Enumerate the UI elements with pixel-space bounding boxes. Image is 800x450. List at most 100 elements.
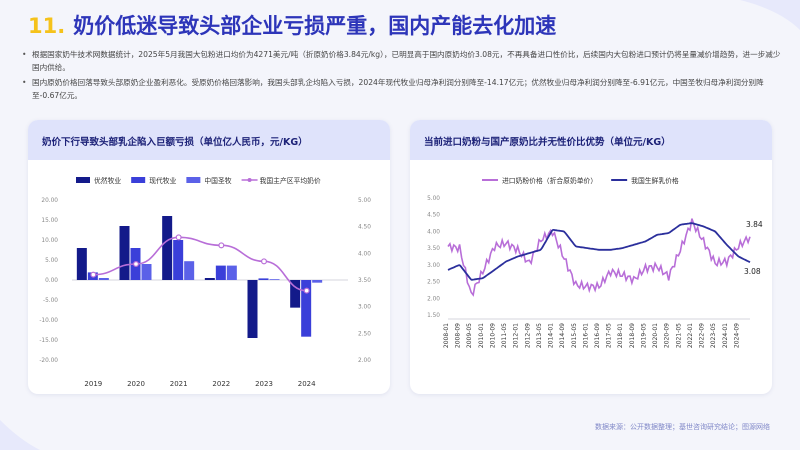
series-line-import-milk-powder <box>447 218 751 297</box>
y-tick-label: 1.50 <box>427 313 440 319</box>
x-tick-label: 2016-01 <box>582 323 589 348</box>
y2-tick-label: 4.50 <box>358 225 371 231</box>
legend-label: 现代牧业 <box>149 176 176 185</box>
x-tick-label: 2021 <box>170 380 188 388</box>
annotation-domestic-price: 3.08 <box>744 267 761 276</box>
y-tick-label: 4.00 <box>427 229 440 235</box>
page-title: 11. 奶价低迷导致头部企业亏损严重，国内产能去化加速 <box>28 10 556 40</box>
bar-中国圣牧 <box>269 279 280 280</box>
x-tick-label: 2018-01 <box>617 323 624 348</box>
legend-label: 中国圣牧 <box>204 176 231 185</box>
data-source-note: 数据来源：公开数据整理；基世咨询研究结论；图源网络 <box>595 423 770 431</box>
bullet-item: 国内原奶价格回落导致头部原奶企业盈利恶化。受原奶价格回落影响，我国头部乳企均陷入… <box>22 76 782 102</box>
x-tick-label: 2021-05 <box>675 323 682 348</box>
bar-优然牧业 <box>204 278 215 280</box>
bar-中国圣牧 <box>184 261 195 280</box>
bar-中国圣牧 <box>98 278 109 280</box>
y2-tick-label: 5.00 <box>358 198 371 204</box>
x-tick-label: 2010-09 <box>489 323 496 348</box>
y-tick-label: -5.00 <box>43 298 58 304</box>
line-point <box>303 287 310 294</box>
x-tick-label: 2016-09 <box>594 323 601 348</box>
x-tick-label: 2018-09 <box>629 323 636 348</box>
y-tick-label: 20.00 <box>41 198 58 204</box>
y-tick-label: -15.00 <box>39 338 58 344</box>
y-tick-label: 4.50 <box>427 213 440 219</box>
bar-现代牧业 <box>258 278 269 280</box>
y2-tick-label: 3.50 <box>358 278 371 284</box>
bullet-list: 根据国家奶牛技术网数据统计，2025年5月我国大包粉进口均价为4271美元/吨（… <box>22 48 782 104</box>
x-tick-label: 2020 <box>127 380 145 388</box>
legend-label: 我国生鲜乳价格 <box>631 176 679 185</box>
y-tick-label: 15.00 <box>41 218 58 224</box>
x-tick-label: 2014-01 <box>548 323 555 348</box>
bar-优然牧业 <box>290 280 301 308</box>
x-tick-label: 2020-09 <box>664 323 671 348</box>
x-tick-label: 2010-01 <box>478 323 485 348</box>
x-tick-label: 2019-05 <box>640 323 647 348</box>
y-tick-label: 5.00 <box>427 196 440 202</box>
price-chart: 进口奶粉价格（折合原奶单价） 我国生鲜乳价格 5.00 4.50 4.00 3.50 3.0… <box>427 176 763 348</box>
loss-chart: 优然牧业 现代牧业 中国圣牧 我国主产区平均奶价 20.00 15.00 10.00 5.00… <box>39 176 371 388</box>
y-tick-label: 5.00 <box>45 258 58 264</box>
price-chart-title: 当前进口奶粉与国产原奶比并无性价比优势（单位元/KG） <box>410 120 772 160</box>
bar-现代牧业 <box>173 240 184 280</box>
bar-优然牧业 <box>119 226 130 280</box>
y2-tick-label: 4.00 <box>358 251 371 257</box>
x-tick-label: 2024 <box>298 380 316 388</box>
x-tick-label: 2024-09 <box>733 323 740 348</box>
bar-优然牧业 <box>76 248 87 280</box>
x-tick-label: 2020-01 <box>652 323 659 348</box>
title-text: 奶价低迷导致头部企业亏损严重，国内产能去化加速 <box>73 14 557 38</box>
bullet-item: 根据国家奶牛技术网数据统计，2025年5月我国大包粉进口均价为4271美元/吨（… <box>22 48 782 74</box>
x-tick-label: 2012-09 <box>524 323 531 348</box>
loss-chart-card: 奶价下行导致头部乳企陷入巨额亏损（单位亿人民币，元/KG） 优然牧业 现代牧业 中国… <box>28 120 390 394</box>
x-tick-label: 2015-05 <box>571 323 578 348</box>
line-point <box>90 271 97 278</box>
bar-现代牧业 <box>301 280 312 337</box>
y-tick-label: 3.50 <box>427 246 440 252</box>
x-tick-label: 2017-05 <box>606 323 613 348</box>
y-tick-label: 0.00 <box>45 278 58 284</box>
y-tick-label: 10.00 <box>41 238 58 244</box>
bar-优然牧业 <box>247 280 258 338</box>
x-tick-label: 2019 <box>84 380 102 388</box>
price-chart-card: 当前进口奶粉与国产原奶比并无性价比优势（单位元/KG） 进口奶粉价格（折合原奶单… <box>410 120 772 394</box>
x-tick-label: 2008-09 <box>455 323 462 348</box>
x-tick-label: 2022 <box>212 380 230 388</box>
annotation-import-price: 3.84 <box>746 220 763 229</box>
bar-优然牧业 <box>162 216 173 280</box>
x-tick-label: 2013-05 <box>536 323 543 348</box>
title-number: 11. <box>28 14 66 38</box>
series-line-domestic-raw-milk <box>447 222 751 281</box>
x-tick-label: 2009-05 <box>466 323 473 348</box>
x-tick-label: 2014-09 <box>559 323 566 348</box>
x-tick-label: 2011-05 <box>501 323 508 348</box>
bar-现代牧业 <box>215 265 226 280</box>
line-point <box>132 260 139 267</box>
x-tick-label: 2023-05 <box>710 323 717 348</box>
legend-swatch <box>247 178 252 182</box>
legend-swatch <box>131 177 146 183</box>
bar-中国圣牧 <box>226 265 237 280</box>
y2-tick-label: 3.00 <box>358 305 371 311</box>
loss-chart-title: 奶价下行导致头部乳企陷入巨额亏损（单位亿人民币，元/KG） <box>28 120 390 160</box>
x-tick-label: 2023 <box>255 380 273 388</box>
y-tick-label: 2.00 <box>427 296 440 302</box>
legend-label: 优然牧业 <box>94 176 121 185</box>
y-tick-label: 2.50 <box>427 280 440 286</box>
legend-swatch <box>76 177 90 183</box>
y2-tick-label: 2.50 <box>358 331 371 337</box>
y-tick-label: -10.00 <box>39 318 58 324</box>
legend-label: 进口奶粉价格（折合原奶单价） <box>502 176 597 185</box>
bar-中国圣牧 <box>141 264 152 280</box>
x-tick-label: 2024-01 <box>722 323 729 348</box>
line-point <box>218 242 225 249</box>
legend-label: 我国主产区平均奶价 <box>260 176 321 185</box>
x-tick-label: 2012-01 <box>513 323 520 348</box>
y-tick-label: -20.00 <box>39 358 58 364</box>
x-tick-label: 2008-01 <box>443 323 450 348</box>
x-tick-label: 2022-01 <box>687 323 694 348</box>
bar-中国圣牧 <box>312 280 323 283</box>
legend-swatch <box>186 177 201 183</box>
